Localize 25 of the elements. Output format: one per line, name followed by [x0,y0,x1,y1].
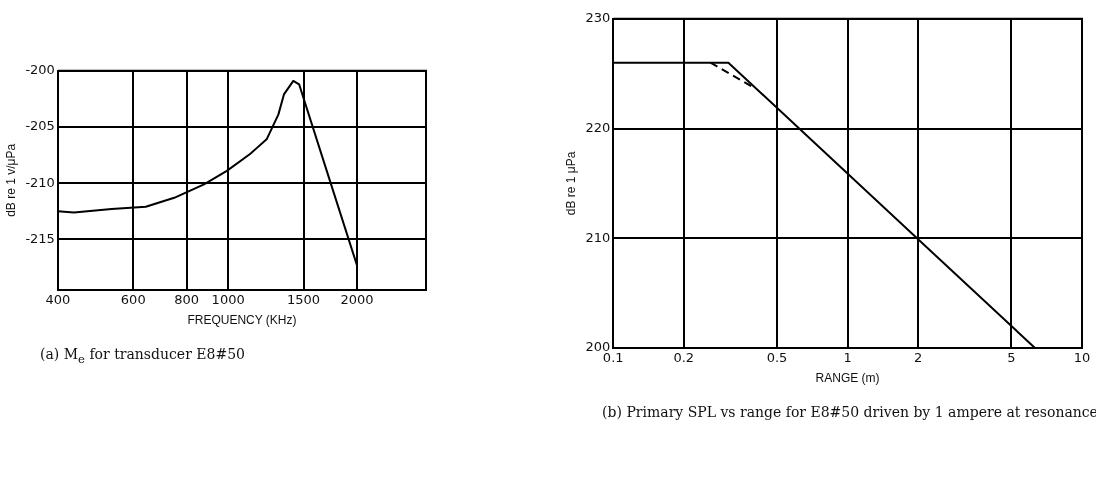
x-tick-label: 2 [914,350,923,366]
x-tick-label: 400 [45,292,71,308]
x-tick-label: 800 [174,292,200,308]
x-tick-label: 10 [1073,350,1091,366]
y-tick-label: 230 [585,10,611,26]
y-axis-title: dB re 1 v/μPa [3,143,18,217]
x-tick-label: 0.1 [602,350,624,366]
y-tick-label: -205 [25,118,55,134]
x-axis-title: RANGE (m) [815,371,880,386]
x-tick-label: 1 [843,350,852,366]
x-tick-label: 0.2 [673,350,695,366]
text: (a) M$_{e}$ for transducer E8#50 [40,346,246,366]
x-tick-label: 600 [120,292,146,308]
x-tick-label: 1500 [286,292,321,308]
x-tick-label: 2000 [340,292,374,308]
x-tick-label: 0.5 [766,350,788,366]
y-tick-label: -210 [25,174,55,190]
y-tick-label: 210 [585,229,611,245]
y-tick-label: 220 [585,119,611,135]
x-tick-label: 1000 [211,292,245,308]
y-tick-label: -215 [25,230,55,246]
x-tick-label: 5 [1007,350,1016,366]
y-tick-label: -200 [25,62,55,78]
y-axis-title: dB re 1 μPa [563,151,578,216]
x-axis-title: FREQUENCY (KHz) [187,313,297,328]
